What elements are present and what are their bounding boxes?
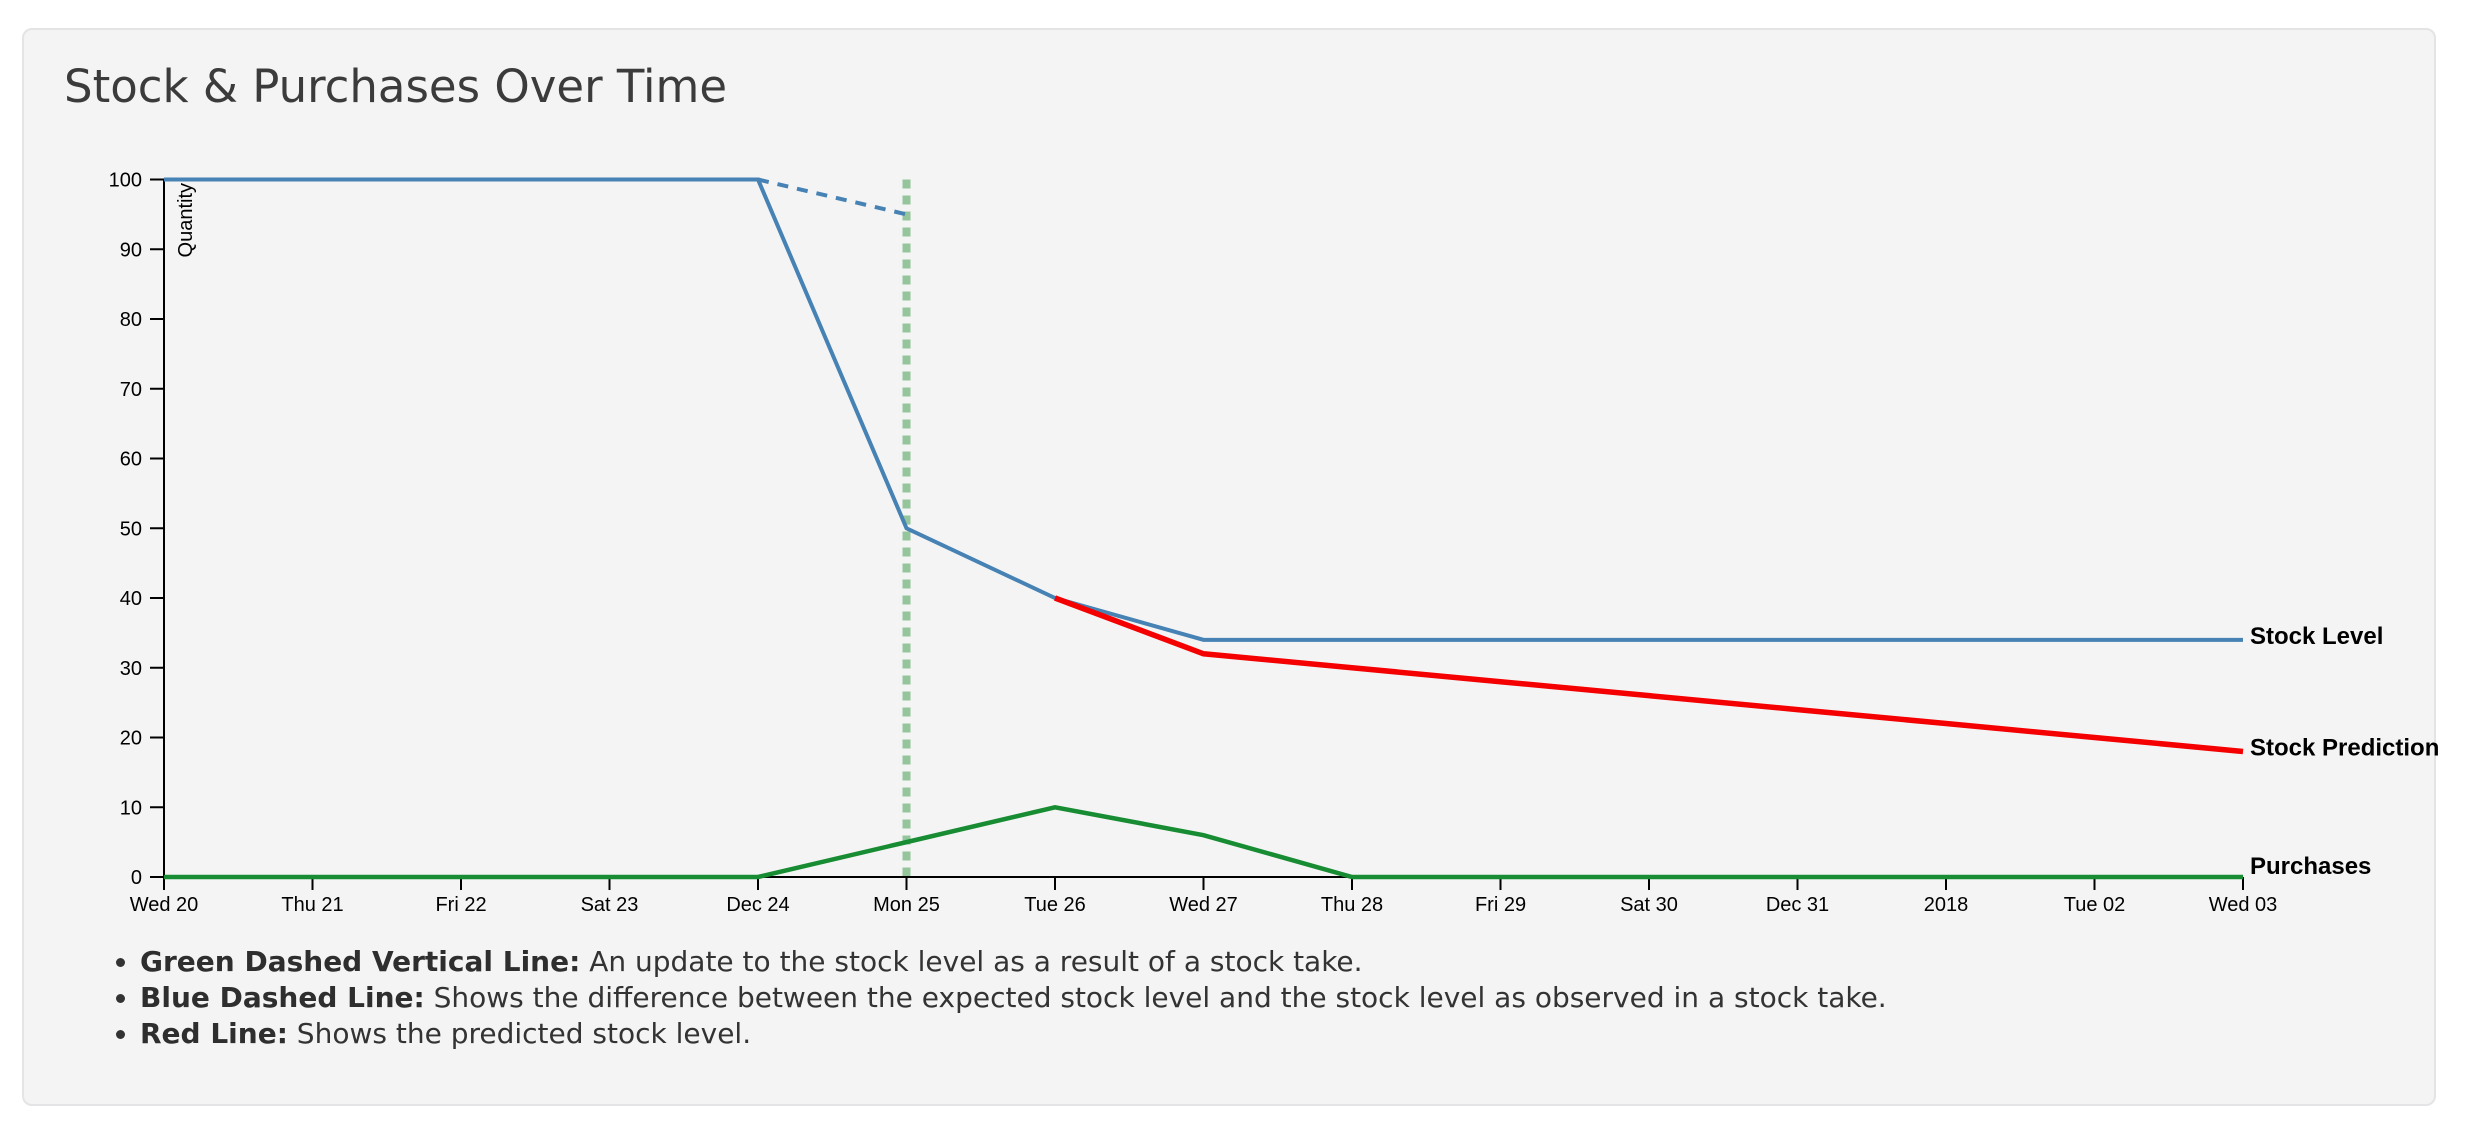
note-text: Shows the predicted stock level. xyxy=(287,1017,752,1050)
x-tick-label: Wed 03 xyxy=(2209,894,2278,916)
y-tick-label: 50 xyxy=(120,518,142,540)
y-tick-label: 60 xyxy=(120,449,142,471)
notes-list: Green Dashed Vertical Line: An update to… xyxy=(96,944,1887,1052)
x-tick-label: Dec 31 xyxy=(1766,894,1829,916)
axes-layer: 0 10 20 30 40 50 60 70 80 90 100 Wed 20 Thu 21 Fri 22… xyxy=(109,170,2278,917)
chart-card xyxy=(22,28,2436,1106)
x-tick-label: Thu 21 xyxy=(281,894,343,916)
y-tick-label: 100 xyxy=(109,170,142,192)
y-tick-label: 10 xyxy=(120,797,142,819)
note-item-blue-dashed: Blue Dashed Line: Shows the difference b… xyxy=(140,980,1887,1016)
note-lead: Blue Dashed Line: xyxy=(140,981,425,1014)
note-text: An update to the stock level as a result… xyxy=(580,945,1363,978)
x-tick-label: Thu 28 xyxy=(1321,894,1383,916)
note-item-red-line: Red Line: Shows the predicted stock leve… xyxy=(140,1016,1887,1052)
y-tick-label: 30 xyxy=(120,658,142,680)
legend-label-purchases: Purchases xyxy=(2250,853,2371,880)
x-tick-label: Wed 27 xyxy=(1169,894,1238,916)
y-tick-label: 80 xyxy=(120,309,142,331)
y-tick-label: 20 xyxy=(120,728,142,750)
x-tick-label: Fri 22 xyxy=(435,894,486,916)
x-tick-label: Mon 25 xyxy=(873,894,940,916)
x-tick-label: Tue 02 xyxy=(2064,894,2126,916)
y-tick-label: 70 xyxy=(120,379,142,401)
x-tick-label: Fri 29 xyxy=(1475,894,1526,916)
y-axis-label-quantity: Quantity xyxy=(175,183,197,257)
series-stock-prediction xyxy=(1054,595,2244,755)
y-tick-label: 0 xyxy=(131,867,142,889)
legend-label-stock-level: Stock Level xyxy=(2250,623,2383,650)
x-tick-label: 2018 xyxy=(1924,894,1969,916)
series-stock-level xyxy=(164,177,2243,642)
x-tick-label: Tue 26 xyxy=(1024,894,1086,916)
series-expected-vs-observed-stock xyxy=(757,177,907,217)
x-tick-label: Sat 23 xyxy=(581,894,639,916)
y-tick-label: 40 xyxy=(120,588,142,610)
x-tick-label: Dec 24 xyxy=(726,894,789,916)
note-item-green-vline: Green Dashed Vertical Line: An update to… xyxy=(140,944,1887,980)
series-layer xyxy=(164,177,2244,880)
note-lead: Red Line: xyxy=(140,1017,288,1050)
x-tick-label: Sat 30 xyxy=(1620,894,1678,916)
x-tick-label: Wed 20 xyxy=(130,894,199,916)
note-text: Shows the difference between the expecte… xyxy=(424,981,1887,1014)
page-title: Stock & Purchases Over Time xyxy=(64,60,728,113)
y-tick-label: 90 xyxy=(120,239,142,261)
legend-layer: Stock Level Stock Prediction Purchases xyxy=(2250,623,2439,880)
legend-label-stock-prediction: Stock Prediction xyxy=(2250,734,2439,761)
note-lead: Green Dashed Vertical Line: xyxy=(140,945,581,978)
series-purchases xyxy=(164,804,2243,880)
axis-domain xyxy=(163,179,2243,878)
